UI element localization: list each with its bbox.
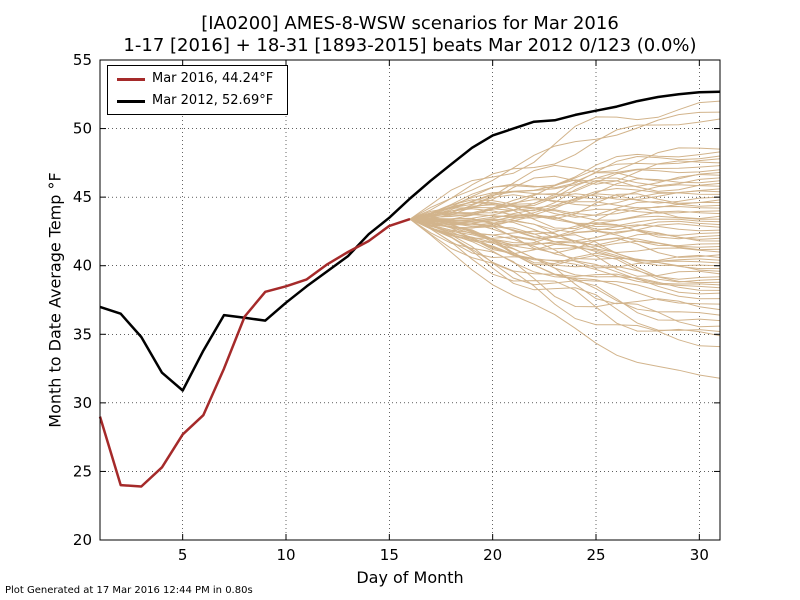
x-tick-label: 30 (690, 546, 709, 564)
scenario-line (409, 147, 721, 220)
scenario-line (409, 169, 721, 220)
series-line-mar-2016 (98, 217, 411, 488)
scenario-line (409, 218, 721, 295)
scenario-line (409, 214, 721, 225)
x-tick-label: 25 (586, 546, 605, 564)
scenario-line (409, 218, 721, 291)
legend-label-current: Mar 2016, 44.24°F (152, 71, 274, 86)
y-tick-label: 20 (73, 531, 92, 549)
y-tick-label: 45 (73, 188, 92, 206)
y-tick-label: 40 (73, 257, 92, 275)
y-axis-label: Month to Date Average Temp °F (45, 172, 65, 428)
scenario-line (409, 158, 721, 220)
plot-frame (99, 59, 721, 541)
x-tick-label: 10 (276, 546, 295, 564)
scenario-line (409, 187, 721, 220)
scenario-lines (409, 100, 721, 379)
scenario-line (409, 193, 721, 220)
scenario-line (409, 208, 721, 220)
series-line-mar-2012 (99, 90, 721, 392)
x-tick-label: 20 (483, 546, 502, 564)
scenario-line (409, 218, 721, 348)
legend-item-current: Mar 2016, 44.24°F (108, 70, 287, 88)
chart-subtitle: 1-17 [2016] + 18-31 [1893-2015] beats Ma… (123, 35, 697, 56)
scenario-line (409, 218, 721, 328)
y-tick-label: 55 (73, 51, 92, 69)
legend-label-record: Mar 2012, 52.69°F (152, 93, 274, 108)
scenario-line (409, 206, 721, 230)
axis-ticks: 5 10 15 20 25 30 20 25 30 35 40 45 50 55 (73, 51, 720, 564)
legend-swatch-current (117, 78, 145, 81)
y-tick-label: 35 (73, 325, 92, 343)
scenario-line (409, 218, 721, 337)
scenario-line (409, 218, 721, 322)
chart-title: [IA0200] AMES-8-WSW scenarios for Mar 20… (201, 13, 619, 34)
scenario-line (409, 218, 721, 258)
scenario-line (409, 218, 721, 316)
legend-item-record: Mar 2012, 52.69°F (108, 92, 287, 110)
y-tick-label: 30 (73, 394, 92, 412)
scenario-line (409, 173, 721, 220)
scenario-line (409, 218, 721, 379)
scenario-line (409, 218, 721, 240)
scenario-line (409, 111, 721, 220)
legend-swatch-record (117, 100, 145, 103)
legend: Mar 2016, 44.24°F Mar 2012, 52.69°F (107, 65, 288, 115)
scenario-line (409, 190, 721, 220)
scenario-line (409, 118, 721, 220)
grid-lines (100, 60, 720, 540)
scenario-line (409, 180, 721, 220)
y-tick-label: 25 (73, 462, 92, 480)
scenario-line (409, 218, 721, 284)
y-tick-label: 50 (73, 120, 92, 138)
scenario-line (409, 218, 721, 305)
scenario-line (409, 218, 721, 311)
scenario-line (409, 218, 721, 286)
scenario-line (409, 151, 721, 220)
footer-note: Plot Generated at 17 Mar 2016 12:44 PM i… (5, 585, 253, 596)
scenario-line (409, 100, 721, 220)
series-lines (98, 90, 721, 488)
x-axis-label: Day of Month (356, 568, 464, 587)
scenario-line (409, 201, 721, 220)
scenario-line (409, 218, 721, 248)
x-tick-label: 5 (178, 546, 188, 564)
x-tick-label: 15 (380, 546, 399, 564)
